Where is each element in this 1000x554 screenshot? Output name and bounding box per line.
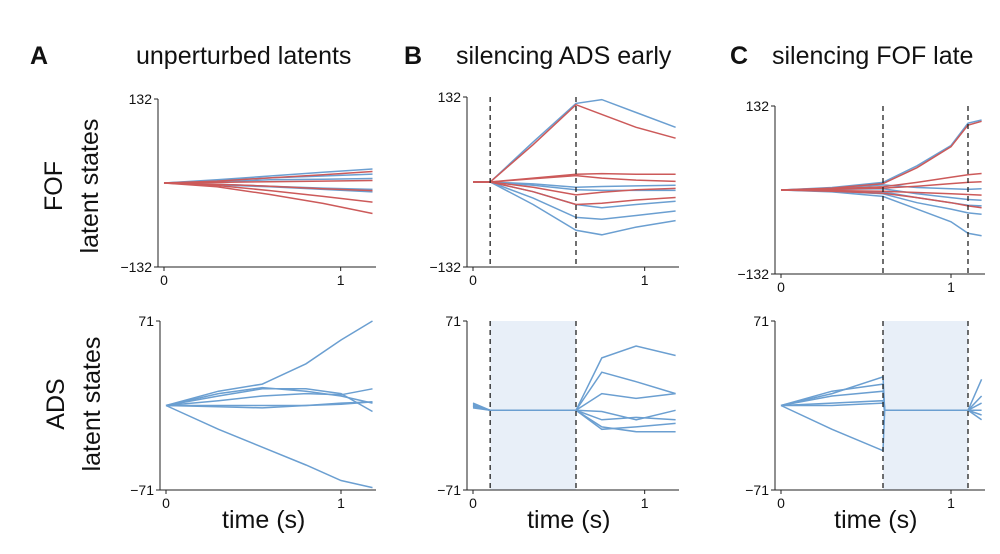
trace-blue-1 bbox=[780, 119, 982, 191]
panel-letter-a: A bbox=[30, 42, 48, 70]
trace-red-10 bbox=[163, 182, 373, 215]
x-tick-label: 1 bbox=[641, 272, 649, 288]
trace-blue-1 bbox=[165, 320, 373, 407]
panel-a-ads: 71 −71 0 1 ADS latent states time (s) bbox=[42, 313, 376, 534]
x-axis-label: time (s) bbox=[527, 506, 610, 534]
trace-blue-2 bbox=[165, 404, 373, 489]
trace-red-9 bbox=[473, 174, 676, 183]
silencing-window bbox=[883, 321, 968, 490]
y-tick-label: −132 bbox=[429, 259, 461, 275]
panel-headers: A unperturbed latents B silencing ADS ea… bbox=[30, 42, 973, 70]
x-tick-label: 0 bbox=[777, 279, 785, 295]
x-tick-label: 0 bbox=[162, 495, 170, 511]
trace-blue-5 bbox=[165, 388, 373, 407]
panel-c-fof: 132 −132 0 1 bbox=[737, 98, 985, 295]
trace-blue-6 bbox=[166, 401, 373, 407]
y-tick-label: 132 bbox=[746, 98, 770, 114]
panels: 132 −132 0 1 FOF latent states 132 −132 0 1 132 −13… bbox=[40, 89, 985, 534]
trace-red-11 bbox=[780, 189, 982, 209]
panel-a-fof: 132 −132 0 1 FOF latent states bbox=[40, 91, 376, 288]
x-tick-label: 0 bbox=[469, 495, 477, 511]
x-tick-label: 1 bbox=[947, 495, 955, 511]
x-tick-label: 0 bbox=[469, 272, 477, 288]
panel-title-b: silencing ADS early bbox=[456, 42, 672, 70]
trace-blue-2 bbox=[780, 404, 983, 452]
panel-c-ads: 71 −71 0 1 time (s) bbox=[745, 313, 985, 534]
trace-blue-6 bbox=[781, 402, 982, 416]
silencing-window bbox=[490, 321, 576, 490]
trace-red-6 bbox=[163, 170, 373, 184]
x-axis-label: time (s) bbox=[222, 506, 305, 534]
row-label-region: FOF bbox=[40, 161, 68, 211]
row-label-region: ADS bbox=[42, 378, 70, 429]
panel-title-c: silencing FOF late bbox=[772, 42, 973, 70]
x-tick-label: 1 bbox=[641, 495, 649, 511]
trace-blue-7 bbox=[472, 404, 676, 431]
trace-blue-6 bbox=[780, 189, 982, 237]
x-axis-label: time (s) bbox=[834, 506, 917, 534]
y-tick-label: 71 bbox=[138, 313, 154, 329]
trace-red-7 bbox=[163, 179, 373, 184]
x-tick-label: 1 bbox=[337, 495, 345, 511]
panel-letter-c: C bbox=[730, 42, 748, 70]
y-tick-label: −132 bbox=[120, 259, 152, 275]
trace-blue-4 bbox=[165, 388, 373, 413]
panel-b-ads: 71 −71 0 1 time (s) bbox=[437, 313, 679, 534]
y-tick-label: 71 bbox=[445, 313, 461, 329]
y-tick-label: −71 bbox=[130, 482, 154, 498]
row-label-states: latent states bbox=[78, 337, 106, 472]
y-tick-label: 71 bbox=[753, 313, 769, 329]
y-tick-label: 132 bbox=[129, 91, 153, 107]
y-tick-label: −71 bbox=[745, 482, 769, 498]
panel-title-a: unperturbed latents bbox=[136, 42, 351, 70]
x-tick-label: 1 bbox=[947, 279, 955, 295]
trace-red-8 bbox=[163, 182, 373, 192]
y-tick-label: −132 bbox=[737, 266, 769, 282]
y-tick-label: −71 bbox=[437, 482, 461, 498]
panel-b-fof: 132 −132 0 1 bbox=[429, 89, 679, 288]
trace-blue-7 bbox=[165, 401, 373, 409]
panel-letter-b: B bbox=[404, 42, 422, 70]
x-tick-label: 0 bbox=[777, 495, 785, 511]
x-tick-label: 0 bbox=[160, 272, 168, 288]
trace-red-9 bbox=[163, 182, 373, 203]
row-label-states: latent states bbox=[76, 119, 104, 254]
trace-red-7 bbox=[780, 120, 982, 191]
x-tick-label: 1 bbox=[337, 272, 345, 288]
y-tick-label: 132 bbox=[438, 89, 462, 105]
